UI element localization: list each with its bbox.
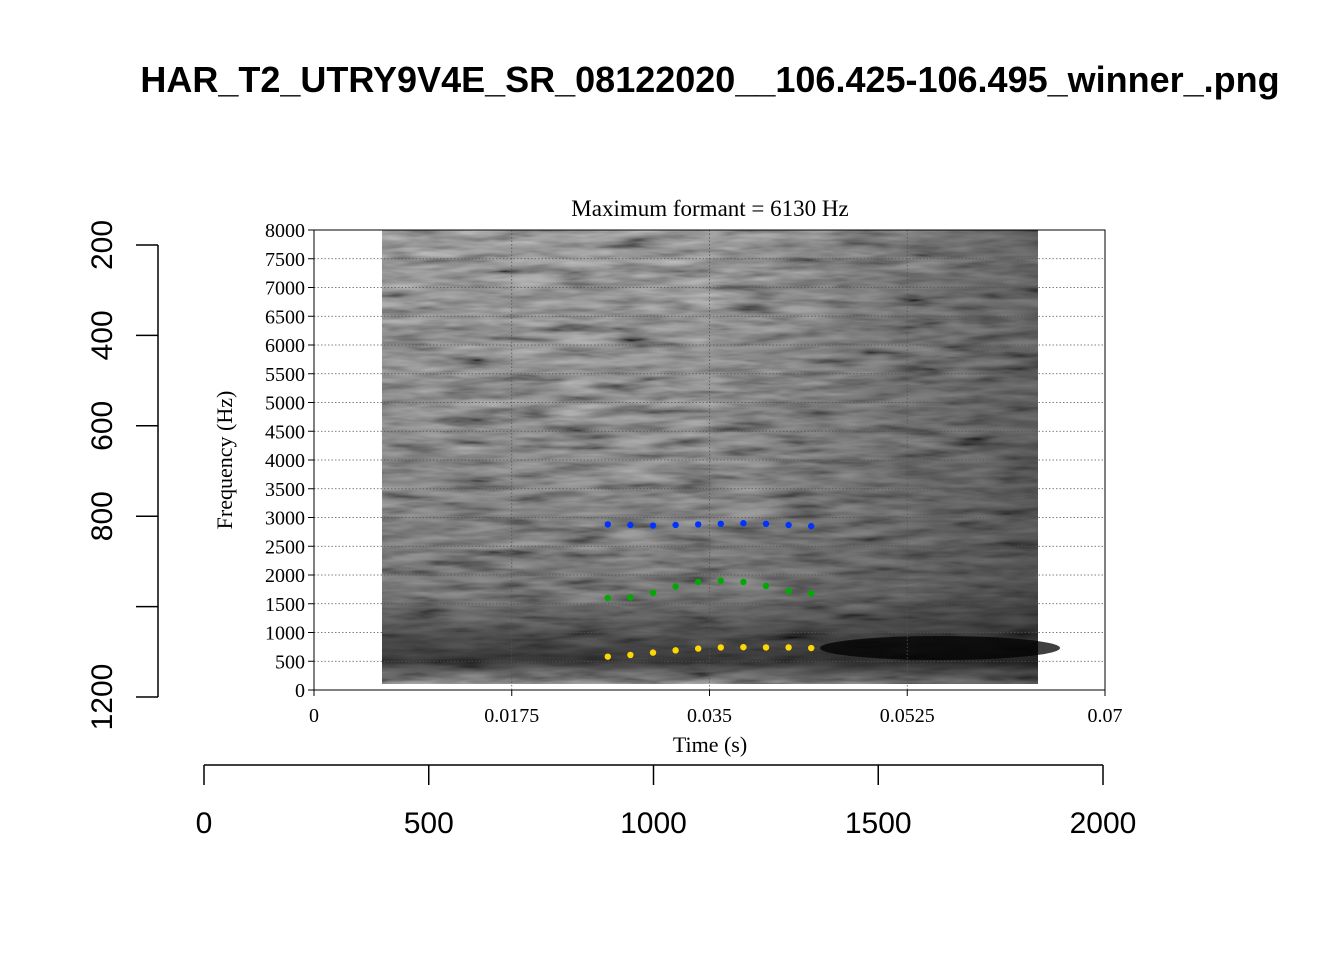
y-axis-label: Frequency (Hz): [212, 391, 237, 530]
y-tick-label: 1000: [265, 623, 305, 645]
outer-left-axis: 200 400 600 800 1200: [86, 220, 159, 731]
y-tick-label: 3500: [265, 479, 305, 501]
formant-point: [762, 644, 770, 651]
formant-point: [695, 578, 702, 586]
y-tick-label: 7000: [265, 278, 305, 300]
outer-bottom-tick-label: 500: [404, 807, 454, 840]
page-title: HAR_T2_UTRY9V4E_SR_08122020__106.425-106…: [140, 59, 1279, 100]
formant-point: [695, 645, 702, 652]
y-tick-label: 6000: [265, 335, 305, 357]
formant-point: [627, 594, 634, 601]
spectrogram-dark-band: [820, 636, 1060, 660]
y-tick-label: 5000: [265, 393, 305, 415]
formant-point: [740, 520, 747, 527]
y-tick-label: 2000: [265, 565, 305, 587]
formant-point: [672, 647, 679, 654]
inner-chart: Maximum formant = 6130 Hz 0 500 1000 1500 20…: [212, 196, 1123, 757]
formant-point: [604, 594, 611, 602]
formant-point: [695, 521, 702, 528]
x-axis-label: Time (s): [673, 732, 747, 757]
y-tick-label: 4500: [265, 421, 305, 443]
formant-point: [627, 651, 634, 659]
y-tick-label: 5500: [265, 364, 305, 386]
y-tick-label: 500: [275, 651, 305, 673]
formant-point: [740, 643, 747, 651]
formant-point: [808, 522, 815, 530]
formant-point: [717, 577, 724, 584]
formant-point: [604, 521, 611, 528]
formant-point: [649, 589, 657, 597]
formant-points: [604, 520, 815, 660]
chart-title: Maximum formant = 6130 Hz: [571, 196, 848, 221]
outer-left-tick-label: 200: [86, 220, 119, 270]
outer-bottom-axis: 0 500 1000 1500 2000: [196, 764, 1137, 840]
spectrogram-shade-right: [382, 230, 1038, 684]
spectrogram-image: [382, 230, 1060, 684]
outer-left-tick-label: 800: [86, 491, 119, 541]
outer-bottom-tick-label: 1000: [620, 807, 687, 840]
formant-point: [808, 590, 815, 597]
y-tick-label: 1500: [265, 594, 305, 616]
formant-point: [785, 644, 792, 651]
formant-point: [762, 520, 770, 528]
formant-point: [808, 644, 815, 652]
y-tick-label: 6500: [265, 306, 305, 328]
y-tick-label: 0: [295, 680, 305, 702]
formant-point: [717, 520, 724, 528]
formant-point: [604, 653, 611, 660]
outer-bottom-tick-label: 2000: [1070, 807, 1137, 840]
formant-point: [740, 578, 747, 586]
outer-bottom-tick-label: 1500: [845, 807, 912, 840]
x-tick-label: 0: [309, 705, 319, 727]
formant-series-1: [604, 643, 815, 660]
outer-left-tick-label: 1200: [86, 664, 119, 731]
formant-point: [717, 644, 724, 651]
x-axis: 0 0.0175 0.035 0.0525 0.07: [309, 690, 1123, 727]
formant-point: [785, 521, 792, 529]
formant-point: [672, 583, 679, 590]
y-tick-label: 2500: [265, 536, 305, 558]
outer-bottom-tick-label: 0: [196, 807, 213, 840]
grid-lines: [314, 230, 1105, 690]
y-tick-label: 7500: [265, 249, 305, 271]
y-axis: 0 500 1000 1500 2000 2500 3000 3500 4000 4500 5000…: [265, 220, 314, 702]
outer-left-tick-label: 400: [86, 310, 119, 360]
formant-point: [627, 521, 634, 529]
x-tick-label: 0.0175: [484, 705, 539, 727]
y-tick-label: 4000: [265, 450, 305, 472]
formant-point: [785, 587, 792, 595]
formant-point: [762, 582, 770, 590]
x-tick-label: 0.0525: [880, 705, 935, 727]
formant-point: [649, 649, 657, 656]
x-tick-label: 0.035: [687, 705, 732, 727]
formant-series-2: [604, 577, 815, 602]
y-tick-label: 3000: [265, 508, 305, 530]
x-tick-label: 0.07: [1088, 705, 1123, 727]
outer-left-tick-label: 600: [86, 401, 119, 451]
formant-point: [672, 521, 679, 529]
y-tick-label: 8000: [265, 220, 305, 242]
formant-series-3: [604, 520, 815, 530]
formant-point: [649, 522, 657, 529]
